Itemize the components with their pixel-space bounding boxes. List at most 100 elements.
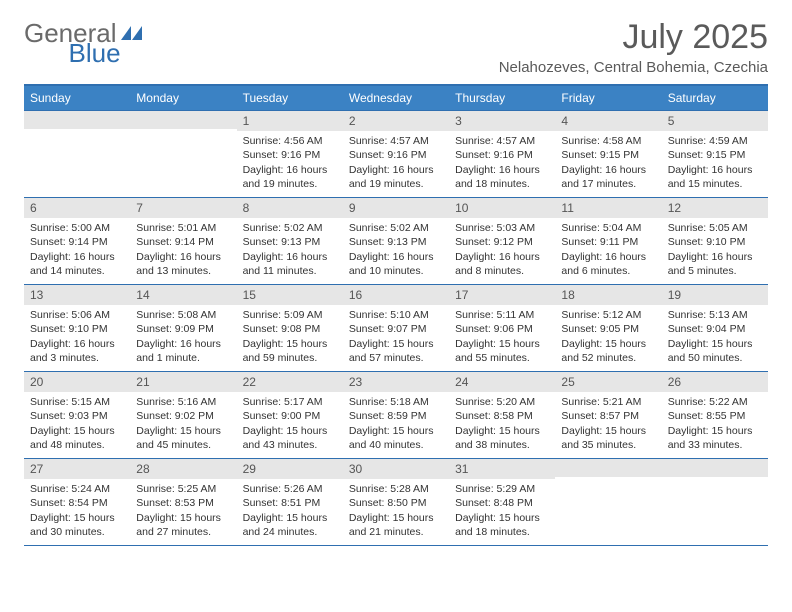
week-row: 13Sunrise: 5:06 AMSunset: 9:10 PMDayligh… (24, 284, 768, 371)
day-day2: and 5 minutes. (668, 264, 762, 278)
day-cell: 15Sunrise: 5:09 AMSunset: 9:08 PMDayligh… (237, 285, 343, 371)
day-day1: Daylight: 15 hours (561, 424, 655, 438)
day-body: Sunrise: 5:22 AMSunset: 8:55 PMDaylight:… (662, 392, 768, 457)
day-sunrise: Sunrise: 5:15 AM (30, 395, 124, 409)
day-day1: Daylight: 15 hours (561, 337, 655, 351)
title-block: July 2025 Nelahozeves, Central Bohemia, … (499, 18, 768, 76)
day-sunrise: Sunrise: 5:22 AM (668, 395, 762, 409)
day-cell (24, 111, 130, 197)
day-cell: 18Sunrise: 5:12 AMSunset: 9:05 PMDayligh… (555, 285, 661, 371)
day-day2: and 17 minutes. (561, 177, 655, 191)
logo-text-2: Blue (69, 38, 121, 69)
day-day1: Daylight: 15 hours (455, 337, 549, 351)
day-cell (662, 459, 768, 545)
day-cell: 27Sunrise: 5:24 AMSunset: 8:54 PMDayligh… (24, 459, 130, 545)
day-day1: Daylight: 15 hours (668, 337, 762, 351)
dow-saturday: Saturday (662, 86, 768, 110)
day-day1: Daylight: 15 hours (349, 337, 443, 351)
day-cell: 29Sunrise: 5:26 AMSunset: 8:51 PMDayligh… (237, 459, 343, 545)
day-day1: Daylight: 16 hours (668, 163, 762, 177)
day-body: Sunrise: 5:02 AMSunset: 9:13 PMDaylight:… (237, 218, 343, 283)
day-day2: and 48 minutes. (30, 438, 124, 452)
day-body (130, 129, 236, 137)
day-day1: Daylight: 16 hours (455, 250, 549, 264)
day-cell: 23Sunrise: 5:18 AMSunset: 8:59 PMDayligh… (343, 372, 449, 458)
day-day1: Daylight: 16 hours (243, 163, 337, 177)
day-body: Sunrise: 5:11 AMSunset: 9:06 PMDaylight:… (449, 305, 555, 370)
day-cell: 5Sunrise: 4:59 AMSunset: 9:15 PMDaylight… (662, 111, 768, 197)
day-number: 29 (237, 459, 343, 479)
day-body (24, 129, 130, 137)
day-day2: and 35 minutes. (561, 438, 655, 452)
day-sunrise: Sunrise: 5:03 AM (455, 221, 549, 235)
day-sunrise: Sunrise: 5:02 AM (349, 221, 443, 235)
page-title: July 2025 (499, 18, 768, 57)
day-body: Sunrise: 5:10 AMSunset: 9:07 PMDaylight:… (343, 305, 449, 370)
day-day2: and 52 minutes. (561, 351, 655, 365)
day-cell: 1Sunrise: 4:56 AMSunset: 9:16 PMDaylight… (237, 111, 343, 197)
day-number: 30 (343, 459, 449, 479)
header: General Blue July 2025 Nelahozeves, Cent… (24, 18, 768, 76)
day-sunset: Sunset: 9:05 PM (561, 322, 655, 336)
day-day1: Daylight: 15 hours (136, 511, 230, 525)
day-sunset: Sunset: 9:03 PM (30, 409, 124, 423)
day-day2: and 18 minutes. (455, 177, 549, 191)
day-number: 27 (24, 459, 130, 479)
day-cell: 31Sunrise: 5:29 AMSunset: 8:48 PMDayligh… (449, 459, 555, 545)
day-day2: and 18 minutes. (455, 525, 549, 539)
day-number: 23 (343, 372, 449, 392)
day-number: 17 (449, 285, 555, 305)
day-sunrise: Sunrise: 5:12 AM (561, 308, 655, 322)
day-body: Sunrise: 5:13 AMSunset: 9:04 PMDaylight:… (662, 305, 768, 370)
location-subtitle: Nelahozeves, Central Bohemia, Czechia (499, 59, 768, 76)
day-sunrise: Sunrise: 4:59 AM (668, 134, 762, 148)
day-cell: 20Sunrise: 5:15 AMSunset: 9:03 PMDayligh… (24, 372, 130, 458)
day-cell (130, 111, 236, 197)
day-body: Sunrise: 5:01 AMSunset: 9:14 PMDaylight:… (130, 218, 236, 283)
day-body: Sunrise: 5:29 AMSunset: 8:48 PMDaylight:… (449, 479, 555, 544)
day-sunset: Sunset: 8:59 PM (349, 409, 443, 423)
day-sunrise: Sunrise: 4:57 AM (455, 134, 549, 148)
day-number: 10 (449, 198, 555, 218)
day-cell: 12Sunrise: 5:05 AMSunset: 9:10 PMDayligh… (662, 198, 768, 284)
week-row: 1Sunrise: 4:56 AMSunset: 9:16 PMDaylight… (24, 110, 768, 197)
day-body: Sunrise: 5:15 AMSunset: 9:03 PMDaylight:… (24, 392, 130, 457)
day-sunset: Sunset: 9:10 PM (30, 322, 124, 336)
weeks-container: 1Sunrise: 4:56 AMSunset: 9:16 PMDaylight… (24, 110, 768, 545)
day-sunset: Sunset: 9:13 PM (243, 235, 337, 249)
day-cell: 24Sunrise: 5:20 AMSunset: 8:58 PMDayligh… (449, 372, 555, 458)
day-day2: and 21 minutes. (349, 525, 443, 539)
day-day1: Daylight: 15 hours (455, 511, 549, 525)
day-sunset: Sunset: 9:12 PM (455, 235, 549, 249)
dow-friday: Friday (555, 86, 661, 110)
day-body: Sunrise: 4:59 AMSunset: 9:15 PMDaylight:… (662, 131, 768, 196)
day-day2: and 13 minutes. (136, 264, 230, 278)
day-of-week-header: Sunday Monday Tuesday Wednesday Thursday… (24, 84, 768, 110)
day-sunset: Sunset: 8:53 PM (136, 496, 230, 510)
day-day1: Daylight: 15 hours (243, 424, 337, 438)
dow-sunday: Sunday (24, 86, 130, 110)
day-sunset: Sunset: 9:10 PM (668, 235, 762, 249)
day-sunrise: Sunrise: 4:58 AM (561, 134, 655, 148)
day-sunrise: Sunrise: 5:13 AM (668, 308, 762, 322)
day-cell: 25Sunrise: 5:21 AMSunset: 8:57 PMDayligh… (555, 372, 661, 458)
day-cell: 2Sunrise: 4:57 AMSunset: 9:16 PMDaylight… (343, 111, 449, 197)
day-day2: and 27 minutes. (136, 525, 230, 539)
day-number: 31 (449, 459, 555, 479)
day-day2: and 33 minutes. (668, 438, 762, 452)
day-body: Sunrise: 5:04 AMSunset: 9:11 PMDaylight:… (555, 218, 661, 283)
day-day2: and 15 minutes. (668, 177, 762, 191)
day-cell: 30Sunrise: 5:28 AMSunset: 8:50 PMDayligh… (343, 459, 449, 545)
day-day1: Daylight: 15 hours (243, 337, 337, 351)
day-number: 25 (555, 372, 661, 392)
day-day2: and 59 minutes. (243, 351, 337, 365)
day-body: Sunrise: 4:57 AMSunset: 9:16 PMDaylight:… (449, 131, 555, 196)
day-sunset: Sunset: 9:16 PM (349, 148, 443, 162)
day-body (662, 477, 768, 485)
day-body: Sunrise: 5:24 AMSunset: 8:54 PMDaylight:… (24, 479, 130, 544)
day-sunrise: Sunrise: 5:05 AM (668, 221, 762, 235)
day-number: 15 (237, 285, 343, 305)
day-day2: and 24 minutes. (243, 525, 337, 539)
day-day2: and 19 minutes. (243, 177, 337, 191)
day-sunset: Sunset: 9:14 PM (30, 235, 124, 249)
